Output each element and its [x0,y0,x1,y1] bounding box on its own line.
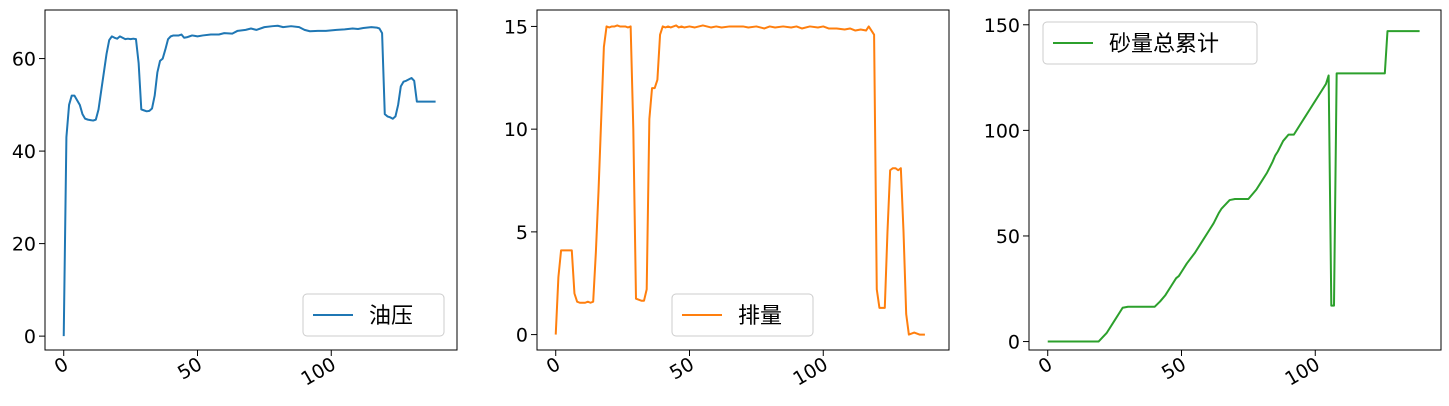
chart-panel-2: 0 5 10 15 0 50 100 排量 [504,9,950,390]
series-line-1 [1047,30,1420,343]
y-tick-label: 40 [12,141,36,163]
legend-box [671,293,814,337]
series-line-1 [62,24,436,337]
y-tick-label: 150 [984,15,1020,37]
legend: 油压 [302,293,445,337]
x-tick-label: 50 [1158,353,1190,384]
x-tick-label: 50 [174,353,206,384]
x-tick-label: 0 [543,353,564,378]
legend-label: 砂量总累计 [1109,32,1219,57]
legend: 排量 [671,293,814,337]
y-tick-label: 20 [12,234,36,256]
axes-frame [536,9,950,351]
y-tick-label: 10 [504,119,528,141]
legend-box [302,293,445,337]
y-tick-label: 15 [504,16,528,38]
legend-box [1042,21,1258,65]
axes-frame [1028,9,1442,351]
x-tick-label: 0 [1035,353,1056,378]
y-tick-label: 60 [12,49,36,71]
axes-frame [44,9,458,351]
x-tick-label: 100 [297,353,339,390]
y-tick-label: 100 [984,120,1020,142]
x-tick-label: 0 [51,353,72,378]
legend-label: 油压 [369,304,413,329]
x-tick-label: 50 [666,353,698,384]
y-tick-label: 0 [516,325,528,347]
legend-label: 排量 [738,304,782,329]
x-tick-label: 100 [1281,353,1323,390]
x-tick-label: 100 [789,353,831,390]
chart-panel-1: 0 20 40 60 0 50 100 油压 [12,9,458,390]
y-tick-label: 5 [516,222,528,244]
y-tick-label: 50 [996,226,1020,248]
y-tick-label: 0 [24,326,36,348]
legend: 砂量总累计 [1042,21,1258,65]
series-line-1 [554,24,925,336]
y-tick-label: 0 [1008,332,1020,354]
chart-panel-3: 0 50 100 150 0 50 100 砂量总累计 [984,9,1442,390]
